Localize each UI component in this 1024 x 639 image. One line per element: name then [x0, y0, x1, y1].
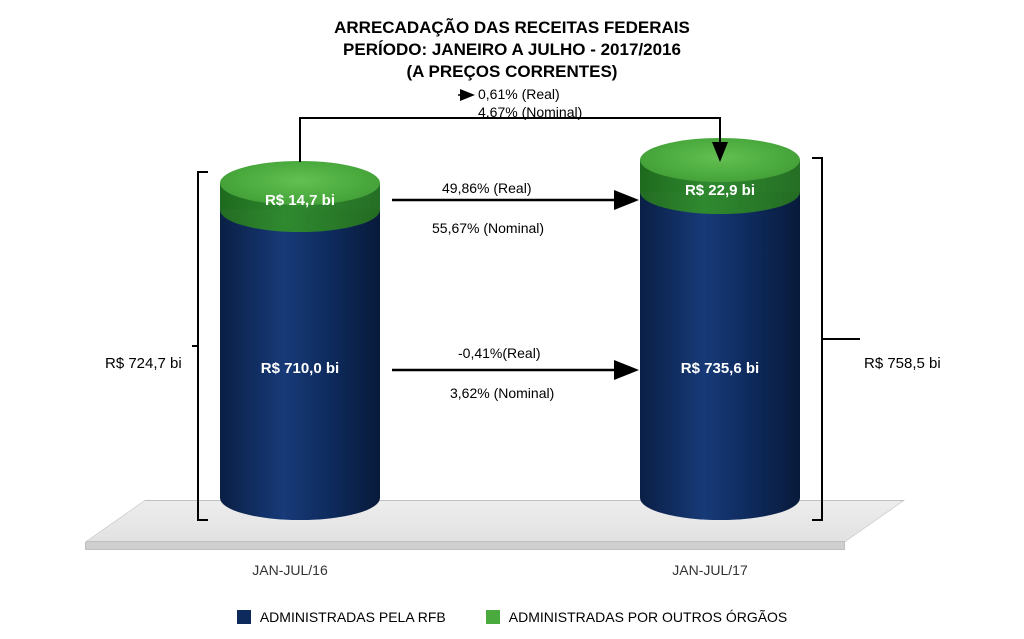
xaxis-label-2017: JAN-JUL/17	[630, 562, 790, 578]
legend-item-rfb: ADMINISTRADAS PELA RFB	[237, 609, 446, 625]
delta-rfb-real: -0,41%(Real)	[458, 345, 540, 361]
cyl17-outros-value: R$ 22,9 bi	[640, 182, 800, 199]
delta-rfb-nominal: 3,62% (Nominal)	[450, 385, 554, 401]
delta-total-real: 0,61% (Real)	[478, 86, 560, 102]
delta-outros-real: 49,86% (Real)	[442, 180, 532, 196]
total-2016: R$ 724,7 bi	[105, 355, 182, 372]
delta-outros-nominal: 55,67% (Nominal)	[432, 220, 544, 236]
chart-title-line1: ARRECADAÇÃO DAS RECEITAS FEDERAIS	[0, 18, 1024, 38]
cyl16-outros-value: R$ 14,7 bi	[220, 192, 380, 209]
chart-container: ARRECADAÇÃO DAS RECEITAS FEDERAIS PERÍOD…	[0, 0, 1024, 639]
legend-item-outros: ADMINISTRADAS POR OUTROS ÓRGÃOS	[486, 609, 788, 625]
legend-label-rfb: ADMINISTRADAS PELA RFB	[260, 609, 446, 625]
chart-title-line2: PERÍODO: JANEIRO A JULHO - 2017/2016	[0, 40, 1024, 60]
cylinder-2016	[220, 185, 380, 520]
cylinder-2017	[640, 170, 800, 520]
chart-floor-side	[85, 542, 845, 550]
legend-swatch-rfb	[237, 610, 251, 624]
delta-total-nominal: 4,67% (Nominal)	[478, 104, 582, 120]
legend-label-outros: ADMINISTRADAS POR OUTROS ÓRGÃOS	[509, 609, 787, 625]
cyl16-rfb-value: R$ 710,0 bi	[220, 360, 380, 377]
legend-swatch-outros	[486, 610, 500, 624]
total-2017: R$ 758,5 bi	[864, 355, 941, 372]
legend: ADMINISTRADAS PELA RFB ADMINISTRADAS POR…	[0, 609, 1024, 625]
xaxis-label-2016: JAN-JUL/16	[210, 562, 370, 578]
chart-title-line3: (A PREÇOS CORRENTES)	[0, 62, 1024, 82]
cyl17-rfb-body	[640, 192, 800, 520]
cyl17-top-ellipse	[640, 138, 800, 182]
cyl17-rfb-value: R$ 735,6 bi	[640, 360, 800, 377]
